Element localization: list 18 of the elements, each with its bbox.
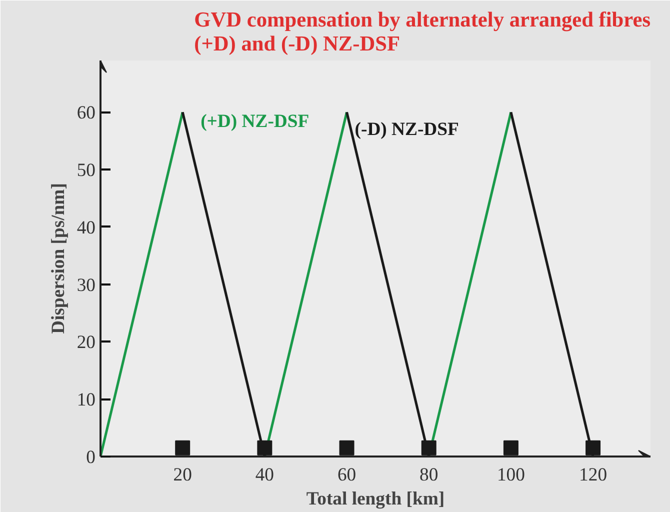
y-tick-label: 20: [76, 332, 96, 354]
y-tick-label: 40: [76, 217, 96, 238]
y-tick-label: 50: [76, 160, 96, 182]
x-tick-label: 40: [255, 464, 274, 486]
chart-title: GVD compensation by alternately arranged fibres (+D) and (-D) NZ-DSF: [194, 8, 651, 56]
x-tick-label: 60: [337, 464, 356, 486]
y-tick-label: 0: [86, 447, 96, 468]
y-axis-title: Dispersion [ps/nm]: [48, 183, 69, 334]
y-tick-label: 10: [76, 390, 96, 411]
x-tick-label: 20: [173, 464, 192, 486]
x-tick-label: 100: [496, 464, 525, 486]
y-tick-label: 60: [76, 102, 96, 124]
x-tick-label: 80: [420, 464, 438, 486]
y-tick-label: 30: [76, 274, 96, 296]
x-tick-label: 120: [579, 464, 608, 486]
x-axis-title: Total length [km]: [306, 488, 445, 510]
series-label: (+D) NZ-DSF: [200, 111, 310, 132]
series-label: (-D) NZ-DSF: [354, 119, 459, 140]
